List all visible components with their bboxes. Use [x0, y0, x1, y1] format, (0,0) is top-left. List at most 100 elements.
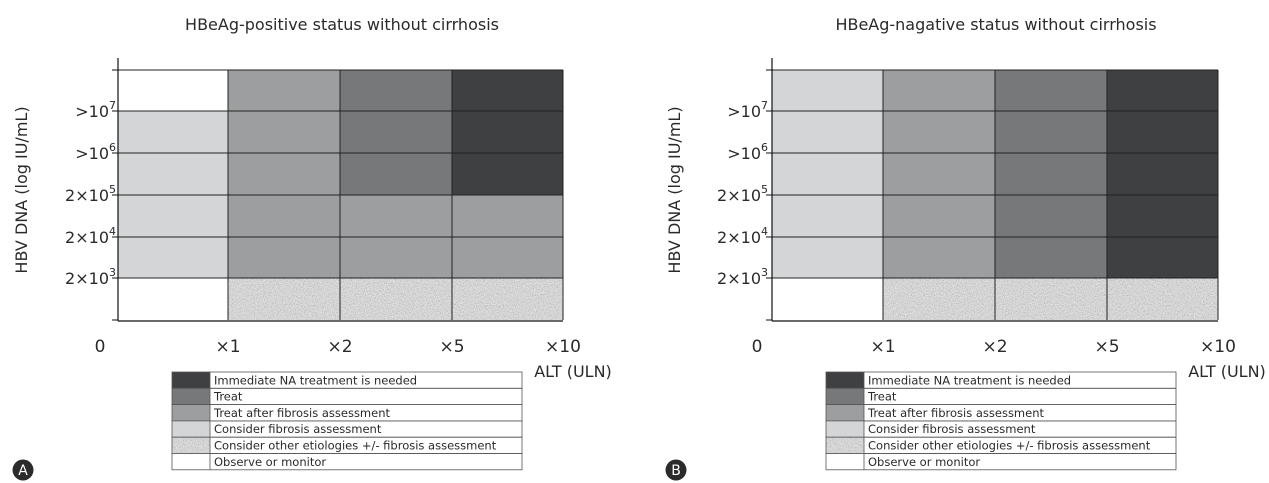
panel-a-cell-observe	[118, 278, 228, 320]
panel-b-cell-consider_other	[883, 278, 995, 320]
panel-a-x-tick-label: ×10	[545, 337, 581, 357]
panel-b-panel-letter: B	[671, 463, 681, 479]
panel-b-y-tick-label: >107	[727, 99, 768, 121]
panel-b-legend-swatch-consider_other	[826, 437, 864, 454]
panel-b-cell-consider_other	[1107, 278, 1218, 320]
panel-a-y-tick-label: >107	[75, 99, 116, 121]
panel-a-legend-swatch-observe	[172, 453, 210, 470]
panel-a-cell-observe	[118, 70, 228, 111]
panel-a-cell-treat_after_fibrosis	[228, 195, 340, 237]
panel-b-x-tick-label: 0	[752, 337, 763, 357]
panel-b-cell-immediate	[1107, 111, 1218, 153]
panel-b-cell-immediate	[1107, 237, 1218, 278]
panel-b-legend-swatch-consider_fibrosis	[826, 420, 864, 438]
panel-b-cell-treat_after_fibrosis	[883, 70, 995, 111]
panel-b-legend-swatch-immediate	[826, 372, 864, 389]
panel-a-panel-letter: A	[18, 463, 28, 479]
panel-a-cell-treat_after_fibrosis	[228, 237, 340, 278]
panel-b-cell-treat_after_fibrosis	[883, 111, 995, 153]
panel-b-legend-item: Treat	[825, 387, 1177, 405]
panel-a-legend: Immediate NA treatment is needed Treat Tre…	[171, 371, 523, 471]
panel-a-chart: HBeAg-positive status without cirrhosis 2…	[12, 15, 612, 481]
panel-a-legend-label: Consider other etiologies +/- fibrosis a…	[214, 439, 497, 453]
panel-a-legend-label: Immediate NA treatment is needed	[214, 373, 417, 387]
panel-a-legend-swatch-treat_after_fibrosis	[172, 404, 210, 421]
panel-a-cell-consider_other	[340, 278, 452, 320]
panel-b-chart: HBeAg-nagative status without cirrhosis 2…	[665, 15, 1266, 481]
panel-b-cell-treat	[995, 237, 1107, 278]
panel-b-legend-label: Observe or monitor	[868, 455, 980, 469]
panel-b-y-axis-label: HBV DNA (log IU/mL)	[665, 106, 684, 273]
panel-a-x-tick-label: ×5	[439, 337, 464, 357]
panel-b-cell-consider_fibrosis	[772, 70, 883, 111]
panel-a-y-tick-label: >106	[75, 141, 116, 163]
panel-b-cell-treat	[995, 153, 1107, 195]
panel-b-cell-treat	[995, 195, 1107, 237]
panel-a-cell-treat_after_fibrosis	[452, 237, 563, 278]
panel-a-cell-treat_after_fibrosis	[452, 195, 563, 237]
panel-b-legend: Immediate NA treatment is needed Treat Tre…	[825, 371, 1177, 471]
panel-b-y-tick-label: >106	[727, 141, 768, 163]
panel-a-legend-item: Immediate NA treatment is needed	[171, 371, 523, 389]
panel-b-x-tick-label: ×10	[1200, 337, 1236, 357]
panel-b-legend-swatch-observe	[826, 453, 864, 470]
panel-a-cell-immediate	[452, 111, 563, 153]
panel-b-legend-item: Immediate NA treatment is needed	[825, 371, 1177, 389]
panel-b-cell-consider_other	[995, 278, 1107, 320]
panel-a-cell-treat	[340, 70, 452, 111]
panel-b-legend-cell-border	[825, 453, 1177, 471]
panel-b-y-tick-label: 2×103	[717, 266, 768, 288]
panel-b-cell-consider_fibrosis	[772, 195, 883, 237]
panel-b-x-tick-label: ×2	[982, 337, 1007, 357]
panel-a-legend-swatch-consider_fibrosis	[172, 420, 210, 438]
panel-a-legend-label: Treat	[213, 390, 243, 404]
panel-b-cell-treat_after_fibrosis	[883, 195, 995, 237]
panel-a-legend-item: Treat	[171, 387, 523, 405]
panel-a-cell-consider_fibrosis	[118, 195, 228, 237]
panel-a-x-tick-label: ×2	[327, 337, 352, 357]
panel-a-cell-consider_fibrosis	[118, 237, 228, 278]
panel-a-cell-treat	[340, 153, 452, 195]
panel-a-legend-label: Observe or monitor	[214, 455, 326, 469]
panel-b-panel-badge	[665, 459, 687, 481]
panel-a-x-axis-label: ALT (ULN)	[534, 362, 612, 381]
panel-a-legend-item: Treat after fibrosis assessment	[171, 404, 523, 422]
panel-a-cell-consider_fibrosis	[118, 111, 228, 153]
panel-b-title: HBeAg-nagative status without cirrhosis	[835, 15, 1156, 34]
panel-a-panel-badge	[12, 459, 34, 481]
panel-b-y-tick-label: 2×104	[717, 225, 768, 247]
panel-b-legend-label: Treat after fibrosis assessment	[867, 406, 1045, 420]
panel-a-cell-treat	[340, 111, 452, 153]
panel-a-legend-cell-border	[171, 453, 523, 471]
panel-b-legend-swatch-treat	[826, 388, 864, 405]
panel-a-y-tick-label: 2×104	[65, 225, 116, 247]
panel-a-legend-item: Consider fibrosis assessment	[171, 420, 523, 438]
panel-b-cell-treat_after_fibrosis	[883, 153, 995, 195]
panel-a-cell-immediate	[452, 153, 563, 195]
panel-a-cell-consider_other	[228, 278, 340, 320]
panel-b-cell-immediate	[1107, 195, 1218, 237]
panel-b-legend-label: Immediate NA treatment is needed	[868, 373, 1071, 387]
panel-a-legend-item: Consider other etiologies +/- fibrosis a…	[171, 436, 523, 454]
panel-b-x-tick-label: ×1	[870, 337, 895, 357]
panel-a-legend-swatch-consider_other	[172, 437, 210, 454]
panel-b-x-axis-label: ALT (ULN)	[1188, 362, 1266, 381]
panel-a-cell-treat_after_fibrosis	[228, 111, 340, 153]
panel-a-legend-swatch-immediate	[172, 372, 210, 389]
panel-a-cell-immediate	[452, 70, 563, 111]
panel-a-legend-item: Observe or monitor	[171, 453, 523, 471]
panel-b-cell-immediate	[1107, 153, 1218, 195]
panel-b-legend-item: Observe or monitor	[825, 453, 1177, 471]
panel-b-x-tick-label: ×5	[1094, 337, 1119, 357]
panel-b-cell-treat	[995, 70, 1107, 111]
panel-a-legend-label: Consider fibrosis assessment	[214, 422, 382, 436]
panel-a-legend-label: Treat after fibrosis assessment	[213, 406, 391, 420]
panel-a-cell-consider_other	[452, 278, 563, 320]
panel-b-legend-item: Treat after fibrosis assessment	[825, 404, 1177, 422]
panel-b-legend-item: Consider fibrosis assessment	[825, 420, 1177, 438]
panel-a-title: HBeAg-positive status without cirrhosis	[185, 15, 499, 34]
panel-a-x-tick-label: 0	[95, 337, 106, 357]
panel-b-legend-label: Consider fibrosis assessment	[868, 422, 1036, 436]
panel-a-x-tick-label: ×1	[215, 337, 240, 357]
